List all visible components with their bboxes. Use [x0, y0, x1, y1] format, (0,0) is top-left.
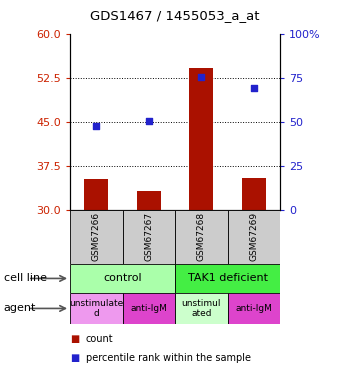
Point [146, 118, 152, 124]
Text: GSM67266: GSM67266 [92, 211, 101, 261]
Text: cell line: cell line [4, 273, 47, 284]
Text: control: control [103, 273, 142, 284]
Bar [228, 292, 280, 324]
Bar [84, 180, 108, 210]
Point [93, 123, 99, 129]
Bar [122, 210, 175, 264]
Text: GSM67267: GSM67267 [144, 211, 153, 261]
Text: TAK1 deficient: TAK1 deficient [188, 273, 267, 284]
Text: GSM67268: GSM67268 [197, 211, 206, 261]
Bar [189, 68, 213, 210]
Bar [175, 210, 228, 264]
Text: anti-IgM: anti-IgM [235, 304, 272, 313]
Bar [70, 210, 122, 264]
Bar [175, 264, 280, 292]
Bar [137, 191, 161, 210]
Bar [228, 210, 280, 264]
Text: unstimulate
d: unstimulate d [69, 299, 123, 318]
Text: agent: agent [4, 303, 36, 313]
Bar [242, 178, 266, 210]
Point [198, 74, 204, 80]
Text: percentile rank within the sample: percentile rank within the sample [86, 353, 251, 363]
Bar [122, 292, 175, 324]
Text: ■: ■ [70, 353, 79, 363]
Text: GSM67269: GSM67269 [249, 211, 258, 261]
Text: count: count [86, 334, 113, 344]
Text: ■: ■ [70, 334, 79, 344]
Text: anti-IgM: anti-IgM [130, 304, 167, 313]
Point [251, 84, 257, 90]
Bar [70, 264, 175, 292]
Text: GDS1467 / 1455053_a_at: GDS1467 / 1455053_a_at [90, 9, 260, 22]
Bar [70, 292, 122, 324]
Text: unstimul
ated: unstimul ated [182, 299, 221, 318]
Bar [175, 292, 228, 324]
